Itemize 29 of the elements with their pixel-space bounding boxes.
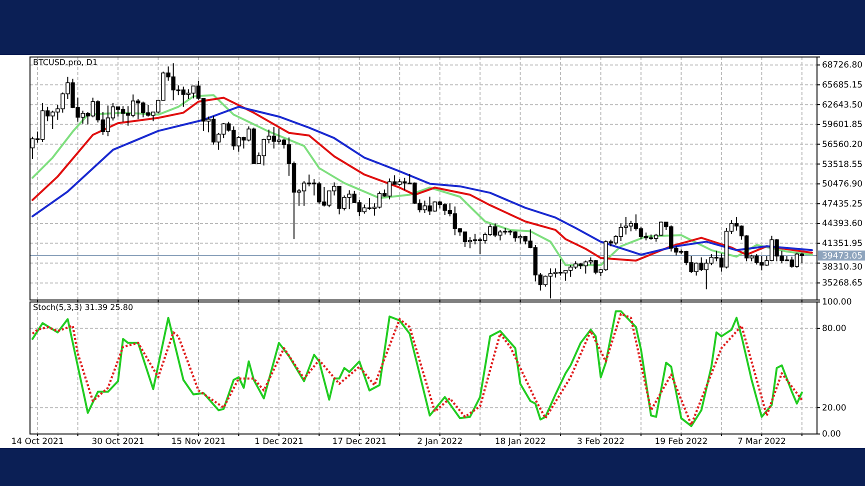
y-tick-label: 50476.90 <box>822 180 863 190</box>
y-tick-label: 47435.25 <box>822 199 863 210</box>
x-tick-label: 15 Nov 2021 <box>171 437 226 448</box>
y-tick-label: 59601.85 <box>822 120 863 130</box>
y-tick-label: 56560.20 <box>822 140 863 150</box>
chart-title: Stoch(5,3,3) 31.39 25.80 <box>33 303 134 312</box>
y-tick-label: 53518.55 <box>822 160 863 170</box>
y-tick-label: 0.00 <box>822 430 841 440</box>
ref-line-label: 39473.05 <box>822 252 863 262</box>
y-tick-label: 62643.50 <box>822 100 863 110</box>
y-tick-label: 41351.95 <box>822 239 863 250</box>
x-tick-label: 1 Dec 2021 <box>254 437 304 448</box>
x-tick-label: 17 Dec 2021 <box>332 437 387 448</box>
chart-title: BTCUSD.pro, D1 <box>33 58 98 67</box>
x-tick-label: 2 Jan 2022 <box>417 437 463 448</box>
y-tick-label: 44393.60 <box>822 219 863 230</box>
x-tick-label: 7 Mar 2022 <box>737 437 786 448</box>
y-tick-label: 35268.65 <box>822 278 863 289</box>
x-tick-label: 3 Feb 2022 <box>577 437 625 448</box>
x-tick-label: 19 Feb 2022 <box>654 437 708 448</box>
y-tick-label: 65685.15 <box>822 80 863 91</box>
y-tick-label: 100.00 <box>822 298 852 308</box>
y-tick-label: 68726.80 <box>822 60 863 71</box>
y-tick-label: 80.00 <box>822 324 846 334</box>
x-tick-label: 18 Jan 2022 <box>494 437 546 448</box>
x-tick-label: 14 Oct 2021 <box>11 437 64 448</box>
x-tick-label: 30 Oct 2021 <box>92 437 144 448</box>
y-tick-label: 20.00 <box>822 403 846 414</box>
y-tick-label: 38310.30 <box>822 262 863 272</box>
